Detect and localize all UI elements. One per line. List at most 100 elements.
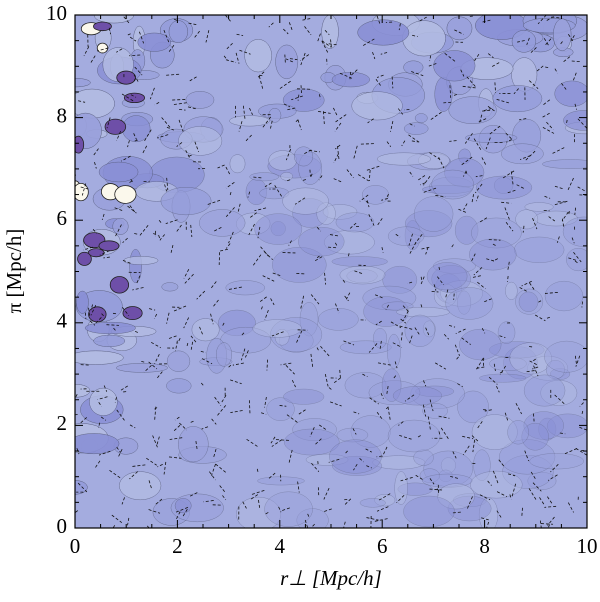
contour-region (423, 450, 474, 487)
contour-region (523, 411, 564, 440)
dashed-contour (217, 164, 225, 169)
contour-region (75, 350, 124, 365)
dashed-contour (429, 399, 434, 412)
dashed-contour (554, 200, 568, 206)
dashed-contour (409, 171, 414, 177)
contour-region (392, 386, 443, 406)
dashed-contour (539, 520, 542, 528)
contour-region (511, 30, 537, 53)
contour-region (542, 159, 587, 169)
dashed-contour (564, 448, 578, 455)
contour-region (268, 108, 282, 123)
dashed-contour (479, 494, 491, 501)
dashed-contour (320, 346, 330, 357)
dashed-contour (98, 402, 102, 407)
dashed-contour (408, 233, 413, 246)
dashed-contour (122, 307, 130, 316)
dashed-contour (372, 52, 376, 60)
contour-region (431, 265, 471, 293)
dashed-contour (454, 29, 464, 35)
dashed-contour (481, 157, 486, 165)
dashed-contour (496, 491, 507, 497)
y-tick-label: 2 (57, 411, 68, 435)
dashed-contour (532, 366, 539, 370)
contour-region (386, 333, 401, 369)
dashed-contour (368, 343, 378, 353)
dashed-contour (449, 85, 452, 98)
dashed-contour (330, 39, 332, 48)
contour-region (185, 91, 215, 109)
dashed-contour (368, 214, 375, 226)
dashed-contour (476, 195, 479, 202)
dashed-contour (120, 155, 131, 162)
dashed-contour (75, 393, 78, 400)
dashed-contour (225, 181, 235, 189)
contour-peak (114, 185, 137, 204)
contour-region (479, 373, 527, 383)
dashed-contour (544, 195, 551, 199)
dashed-contour (366, 517, 379, 521)
dashed-contour (377, 362, 391, 366)
dashed-contour (166, 126, 174, 131)
contour-region (518, 291, 539, 312)
dashed-contour (90, 304, 97, 316)
dashed-contour (209, 281, 217, 290)
dashed-contour (407, 281, 413, 284)
dashed-contour (343, 498, 352, 507)
dashed-contour (575, 355, 581, 367)
contour-region (168, 20, 189, 44)
dashed-contour (215, 463, 226, 473)
dashed-contour (188, 492, 198, 498)
dashed-contour (304, 26, 312, 36)
dashed-contour (438, 266, 441, 272)
contour-region (549, 368, 571, 380)
dashed-contour (506, 189, 516, 194)
contour-region (504, 281, 518, 300)
dashed-contour (236, 33, 244, 37)
contour-region (473, 449, 491, 481)
x-tick-label: 10 (577, 534, 598, 558)
dashed-contour (211, 418, 217, 425)
contour-region (166, 378, 192, 394)
contour-region (471, 217, 522, 249)
dashed-contour (93, 148, 99, 156)
dashed-contour (398, 421, 404, 426)
dashed-contour (473, 267, 483, 276)
dashed-contour (409, 242, 417, 254)
contour-region (299, 302, 319, 337)
contour-region (236, 496, 282, 528)
dashed-contour (264, 309, 269, 321)
dashed-contour (247, 191, 251, 198)
y-axis-label: π [Mpc/h] (2, 229, 26, 314)
contour-region (321, 15, 339, 49)
dashed-contour (438, 157, 445, 169)
dashed-contour (572, 72, 577, 82)
dashed-contour (229, 286, 242, 290)
contour-region (336, 427, 369, 443)
dashed-contour (200, 350, 206, 354)
y-tick-label: 8 (57, 103, 68, 127)
dashed-contour (478, 118, 487, 123)
dashed-contour (485, 137, 491, 150)
dashed-contour (309, 169, 311, 177)
dashed-contour (131, 464, 146, 467)
dashed-contour (229, 192, 232, 197)
dashed-contour (529, 282, 535, 290)
dashed-contour (127, 140, 130, 148)
dashed-contour (335, 144, 341, 150)
dashed-contour (186, 342, 189, 348)
contour-region (544, 280, 584, 312)
dashed-contour (532, 482, 542, 492)
dashed-contour (545, 66, 551, 69)
dashed-contour (242, 105, 246, 119)
dashed-contour (213, 227, 222, 232)
dashed-contour (492, 258, 498, 262)
dashed-contour (574, 260, 580, 265)
dashed-contour (376, 74, 384, 78)
contour-region (489, 341, 545, 359)
dashed-contour (359, 457, 364, 463)
dashed-contour (309, 173, 313, 179)
dashed-contour (554, 68, 558, 74)
contour-region (76, 290, 89, 314)
dashed-contour (127, 180, 133, 184)
